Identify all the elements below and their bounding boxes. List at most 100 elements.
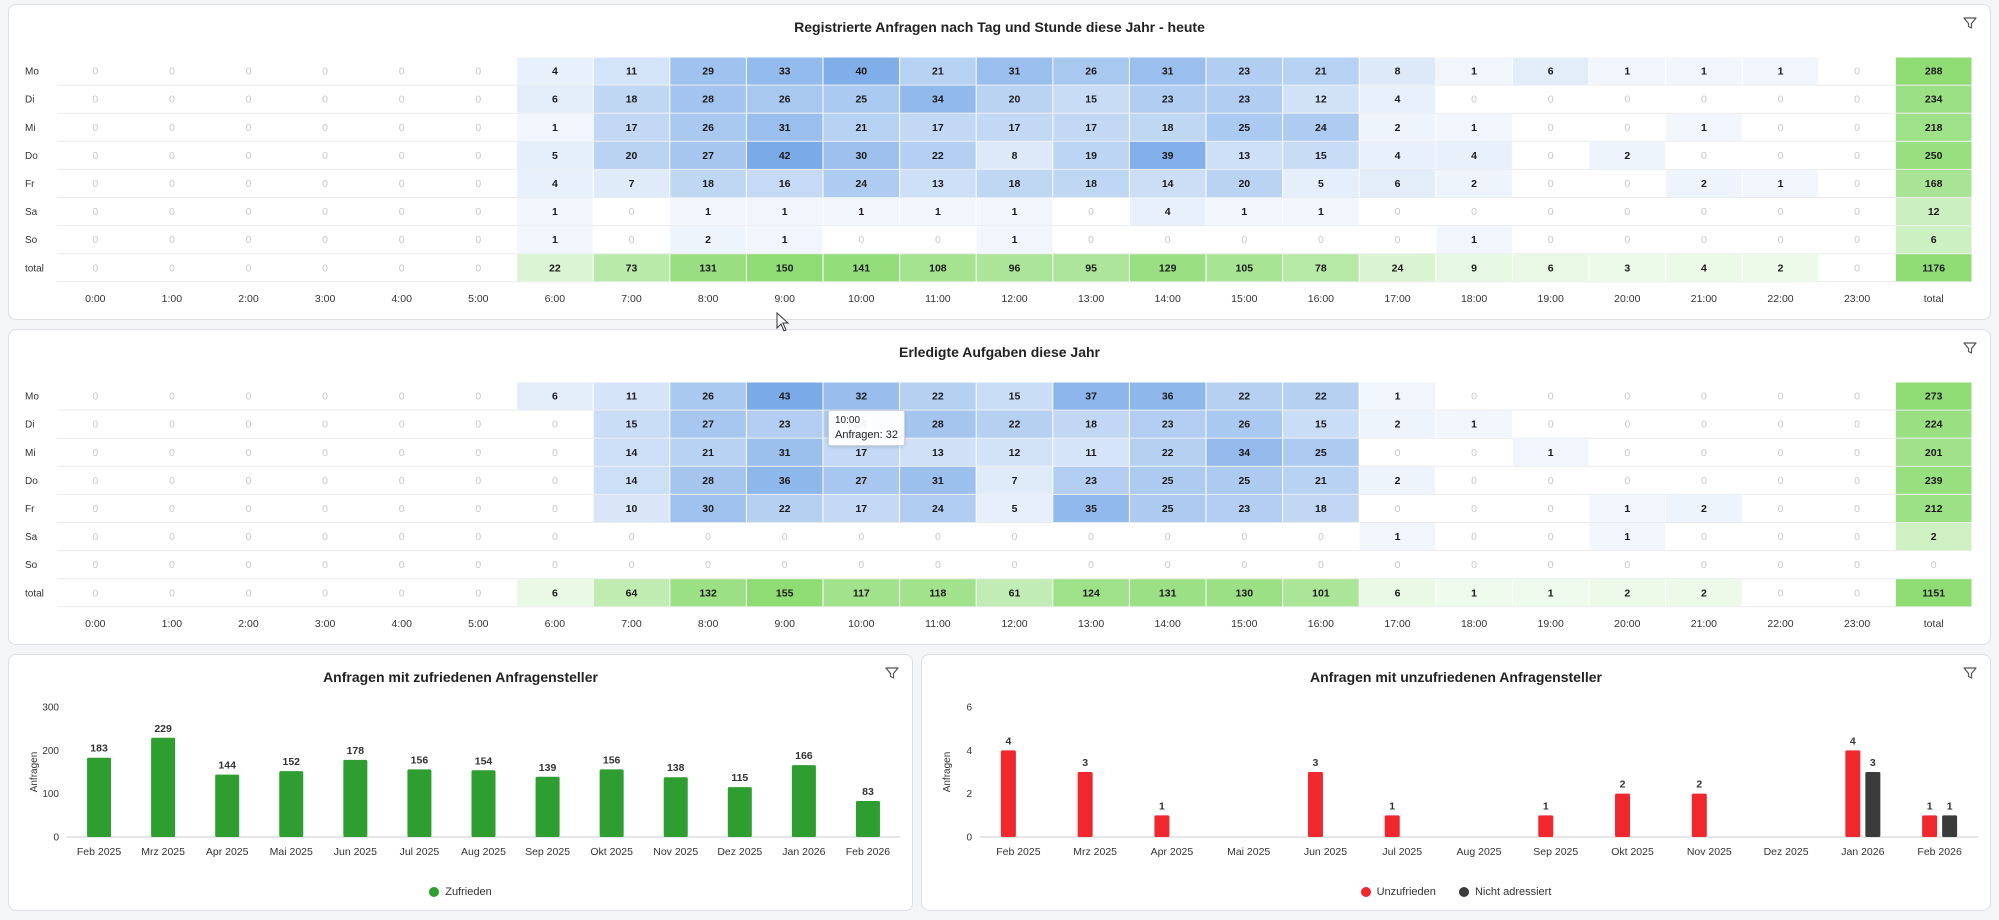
cell-label: 1 xyxy=(1241,206,1247,218)
data-label: 1 xyxy=(1947,800,1953,812)
legend-label: Zufrieden xyxy=(445,886,492,898)
heatmap-cell xyxy=(1895,438,1972,466)
filter-icon[interactable] xyxy=(1962,665,1978,681)
y-tick-label: 200 xyxy=(42,746,59,757)
cell-label: 0 xyxy=(322,150,328,162)
cell-label: 0 xyxy=(935,531,941,543)
filter-icon[interactable] xyxy=(884,665,900,681)
heatmap-cell xyxy=(976,494,1053,522)
cell-label: 0 xyxy=(1241,531,1247,543)
heatmap-cell xyxy=(1436,141,1512,169)
filter-icon[interactable] xyxy=(1962,15,1978,31)
data-label: 1 xyxy=(1389,800,1395,812)
bar xyxy=(663,777,688,837)
x-tick-label: Apr 2025 xyxy=(1151,846,1194,858)
legend-item-zufrieden[interactable]: Zufrieden xyxy=(429,886,492,898)
bar xyxy=(343,759,368,837)
cell-label: 18 xyxy=(626,94,638,106)
cell-label: 26 xyxy=(1085,66,1097,78)
cell-label: 5 xyxy=(1318,178,1324,190)
heatmap-cell xyxy=(517,169,593,197)
legend-item-nicht-adressiert[interactable]: Nicht adressiert xyxy=(1458,886,1551,898)
cell-label: 1 xyxy=(1471,587,1477,599)
cell-label: 0 xyxy=(1701,391,1707,403)
cell-label: 95 xyxy=(1085,262,1097,274)
cell-label: 6 xyxy=(552,587,558,599)
cell-label: 2 xyxy=(1624,150,1630,162)
x-tick-label: 11:00 xyxy=(925,618,951,630)
heatmap-cell xyxy=(1359,254,1436,282)
cell-label: 0 xyxy=(322,447,328,459)
heatmap-cell xyxy=(1895,579,1972,607)
cell-label: 2 xyxy=(1701,178,1707,190)
chart-title: Erledigte Aufgaben diese Jahr xyxy=(899,344,1100,360)
cell-label: 19 xyxy=(1085,150,1097,162)
cell-label: 0 xyxy=(92,94,98,106)
cell-label: 23 xyxy=(1238,503,1250,515)
cell-label: 23 xyxy=(779,419,791,431)
cell-label: 0 xyxy=(169,419,175,431)
cell-label: 18 xyxy=(1009,178,1021,190)
x-tick-label: 17:00 xyxy=(1384,293,1410,305)
x-tick-label: 8:00 xyxy=(698,618,719,630)
heatmap-cell xyxy=(1206,382,1283,410)
cell-label: 0 xyxy=(1548,531,1554,543)
cell-label: 24 xyxy=(1392,262,1404,274)
x-tick-label: Mai 2025 xyxy=(270,846,313,858)
cell-label: 155 xyxy=(776,587,794,599)
heatmap-cell xyxy=(1129,169,1206,197)
cell-label: 28 xyxy=(702,475,714,487)
cell-label: 1 xyxy=(1012,234,1018,246)
cell-label: 73 xyxy=(626,262,638,274)
heatmap-cell xyxy=(1895,113,1972,141)
cell-label: 34 xyxy=(932,94,944,106)
heatmap-cell xyxy=(1589,494,1666,522)
filter-icon[interactable] xyxy=(1962,340,1978,356)
cell-label: 0 xyxy=(399,234,405,246)
heatmap-cell xyxy=(1283,410,1359,438)
y-tick-label: 0 xyxy=(966,833,972,844)
legend-marker xyxy=(1458,887,1469,897)
heatmap-cell xyxy=(1436,226,1512,254)
bar xyxy=(471,770,496,837)
heatmap-cell xyxy=(1129,85,1206,113)
heatmap-cell xyxy=(823,579,900,607)
heatmap-cell xyxy=(900,466,976,494)
heatmap-cell xyxy=(670,579,746,607)
cell-label: 0 xyxy=(322,94,328,106)
cell-label: 0 xyxy=(246,94,252,106)
y-tick-label: 300 xyxy=(42,703,59,714)
cell-label: 15 xyxy=(626,419,638,431)
cell-label: 17 xyxy=(855,447,867,459)
cell-label: 12 xyxy=(1315,94,1327,106)
x-tick-label: Feb 2025 xyxy=(77,846,122,858)
heatmap-cell xyxy=(1359,57,1436,85)
heatmap-cell xyxy=(1589,579,1666,607)
bar xyxy=(1942,815,1958,837)
cell-label: 0 xyxy=(322,419,328,431)
cell-label: 4 xyxy=(1701,262,1707,274)
cell-label: 201 xyxy=(1925,447,1943,459)
heatmap-cell xyxy=(1206,141,1283,169)
x-tick-label: 10:00 xyxy=(848,618,874,630)
cell-label: 0 xyxy=(169,66,175,78)
cell-label: 25 xyxy=(1162,475,1174,487)
heatmap-cell xyxy=(1359,410,1436,438)
heatmap-cell xyxy=(900,579,976,607)
heatmap-cell xyxy=(1359,85,1436,113)
heatmap-cell xyxy=(1895,382,1972,410)
cell-label: 11 xyxy=(626,391,637,403)
heatmap-cell xyxy=(1589,523,1666,551)
heatmap-cell xyxy=(1742,57,1819,85)
x-tick-label: Jan 2026 xyxy=(782,846,825,858)
heatmap-cell xyxy=(1206,198,1283,226)
legend-item-unzufrieden[interactable]: Unzufrieden xyxy=(1360,886,1436,898)
cell-label: 11 xyxy=(626,66,637,78)
cell-label: 26 xyxy=(702,391,714,403)
cell-label: 0 xyxy=(322,178,328,190)
cell-label: 21 xyxy=(932,66,944,78)
bar-chart: 0 100 200 300 Anfragen Feb 2025 183 Mrz 2025 229… xyxy=(29,703,900,858)
cell-label: 6 xyxy=(1548,66,1554,78)
cell-label: 0 xyxy=(858,234,864,246)
cell-label: 0 xyxy=(246,447,252,459)
